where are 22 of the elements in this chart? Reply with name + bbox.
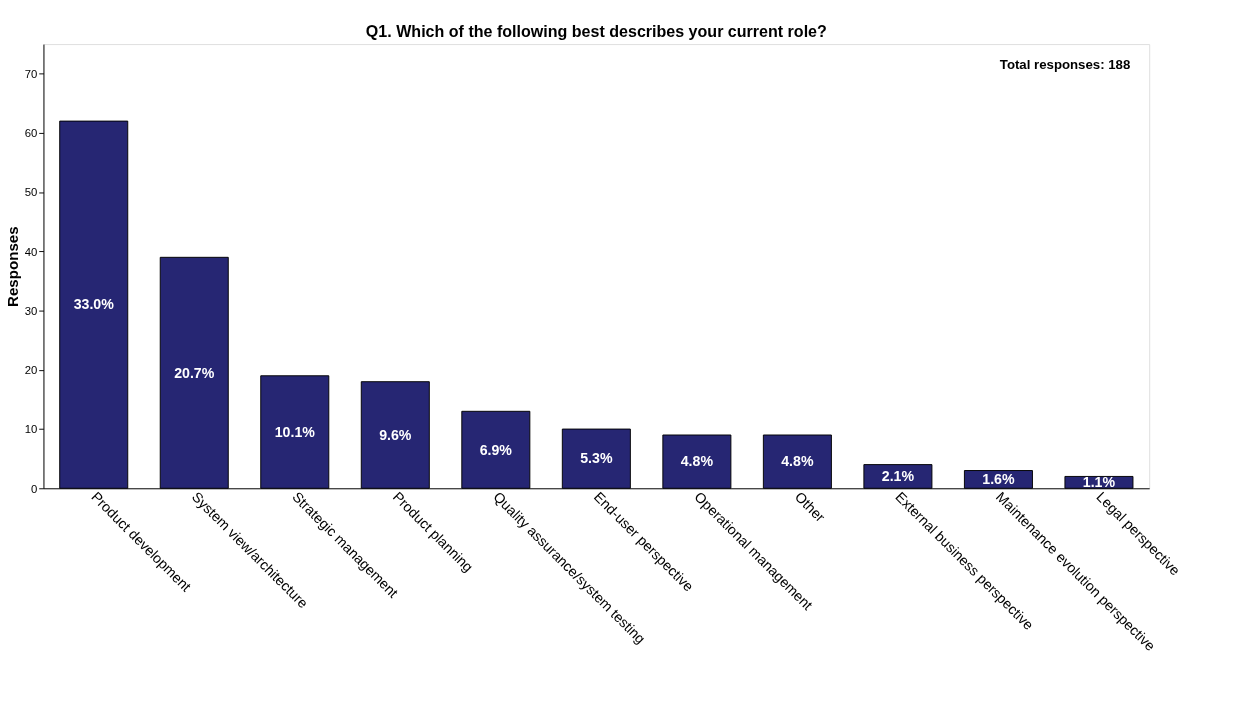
annotation: 33.0% xyxy=(73,296,115,313)
y-tick-label: 70 xyxy=(24,67,38,80)
annotation: 2.1% xyxy=(881,468,915,485)
y-tick-label: 20 xyxy=(24,364,38,377)
annotation: 4.8% xyxy=(781,453,814,470)
y-tick-label: 50 xyxy=(24,186,38,199)
y-tick-label: 10 xyxy=(24,423,38,436)
chart-title: Q1. Which of the following best describes your current role? xyxy=(365,21,827,40)
y-tick-label: 60 xyxy=(24,127,38,140)
y-tick-label: 40 xyxy=(24,245,38,258)
y-axis-title: Responses xyxy=(4,226,22,307)
annotation: 9.6% xyxy=(379,426,412,443)
annotation: 10.1% xyxy=(274,423,316,440)
annotation: 1.6% xyxy=(982,471,1015,488)
annotation: 20.7% xyxy=(174,364,215,381)
annotation: Total responses: 188 xyxy=(999,56,1131,72)
annotation: 6.9% xyxy=(479,441,513,458)
annotation: 5.3% xyxy=(580,450,613,467)
y-tick-label: 0 xyxy=(31,482,38,495)
annotation: 4.8% xyxy=(680,453,714,470)
annotation: 1.1% xyxy=(1082,474,1116,491)
y-tick-label: 30 xyxy=(24,304,38,317)
